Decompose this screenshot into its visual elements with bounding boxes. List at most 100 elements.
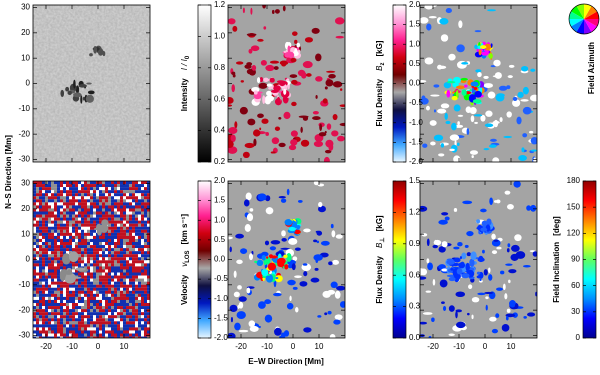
pixel [81,227,84,230]
pixel [138,212,141,215]
pixel [42,242,45,245]
pixel [144,187,147,190]
pixel [108,291,111,294]
pixel [54,202,57,205]
pixel [42,190,45,193]
pixel [75,184,78,187]
pixel [132,184,135,187]
pixel [111,297,114,300]
x-tick-label: 0 [483,342,488,351]
pixel [111,324,114,327]
pixel [57,257,60,260]
network [426,23,431,30]
pixel [138,266,141,269]
pixel [51,251,54,254]
pixel [78,306,81,309]
pixel [138,291,141,294]
pixel [138,242,141,245]
pixel [39,212,42,215]
pixel [51,266,54,269]
pixel [81,242,84,245]
pixel [78,224,81,227]
pixel [87,239,90,242]
pixel [108,315,111,318]
network [240,248,247,254]
network [281,198,286,202]
pixel [120,233,123,236]
feature [477,272,480,275]
pixel [57,263,60,266]
pixel [84,321,87,324]
pixel [144,324,147,327]
network [505,191,511,195]
pixel [72,181,75,184]
pixel [126,205,129,208]
pixel [48,224,51,227]
pixel [72,212,75,215]
colorbar-tick-label: 0.9 [409,239,421,248]
pixel [72,202,75,205]
pixel [57,199,60,202]
network [475,69,481,72]
network [313,239,317,242]
pixel [33,251,36,254]
colorbar-tick-label: -0.5 [409,98,423,107]
pixel [144,193,147,196]
pixel [117,288,120,291]
pixel [81,218,84,221]
pixel [45,202,48,205]
network [324,157,330,165]
pixel [66,236,69,239]
pixel [81,230,84,233]
pixel [90,212,93,215]
pixel [102,184,105,187]
network [493,60,500,67]
pixel [48,285,51,288]
pixel [96,285,99,288]
pixel [96,199,99,202]
pixel [108,266,111,269]
pixel [138,230,141,233]
pixel [132,330,135,333]
network [325,86,328,89]
pixel [87,306,90,309]
pixel [51,324,54,327]
pixel [117,245,120,248]
pixel [111,288,114,291]
pixel [45,193,48,196]
pixel [144,251,147,254]
network [489,197,493,205]
network [503,136,512,138]
pixel [96,273,99,276]
pixel [150,248,153,251]
pixel [108,282,111,285]
network [270,61,279,64]
pixel [105,248,108,251]
pixel [117,263,120,266]
pixel [141,294,144,297]
pixel [114,334,117,337]
pixel [84,288,87,291]
pixel [93,321,96,324]
pixel [93,318,96,321]
pixel [48,242,51,245]
feature [488,53,493,59]
pixel [117,269,120,272]
pixel [126,215,129,218]
pixel [150,215,153,218]
network [457,242,462,246]
pixel [147,288,150,291]
pixel [150,242,153,245]
pixel [78,202,81,205]
pixel [141,327,144,330]
pixel [48,279,51,282]
pixel [117,266,120,269]
pixel [150,306,153,309]
pixel [72,239,75,242]
pixel [93,257,96,260]
pixel [45,300,48,303]
pixel [99,208,102,211]
pixel [78,282,81,285]
pixel [90,208,93,211]
pixel [42,321,45,324]
